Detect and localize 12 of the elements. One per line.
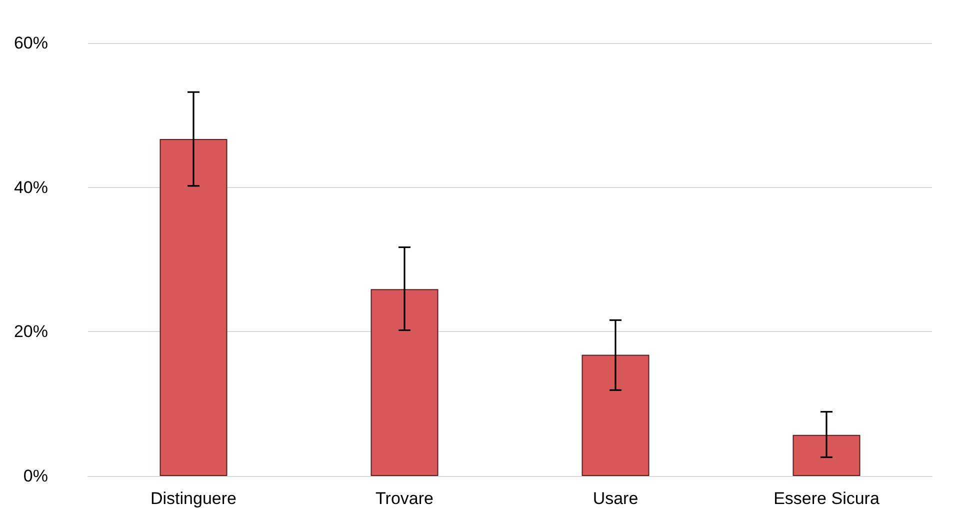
bar: [582, 354, 650, 476]
bar: [370, 289, 438, 476]
y-tick-label: 0%: [23, 466, 48, 486]
bar: [160, 138, 228, 476]
x-tick-label: Trovare: [376, 489, 434, 508]
x-tick-label: Usare: [592, 489, 638, 508]
y-tick-label: 20%: [14, 322, 48, 342]
bar: [792, 434, 860, 476]
y-tick-label: 60%: [14, 34, 48, 52]
x-tick-label: Distinguere: [150, 489, 236, 508]
x-tick-label: Essere Sicura: [774, 489, 880, 508]
y-tick-label: 40%: [14, 178, 48, 197]
